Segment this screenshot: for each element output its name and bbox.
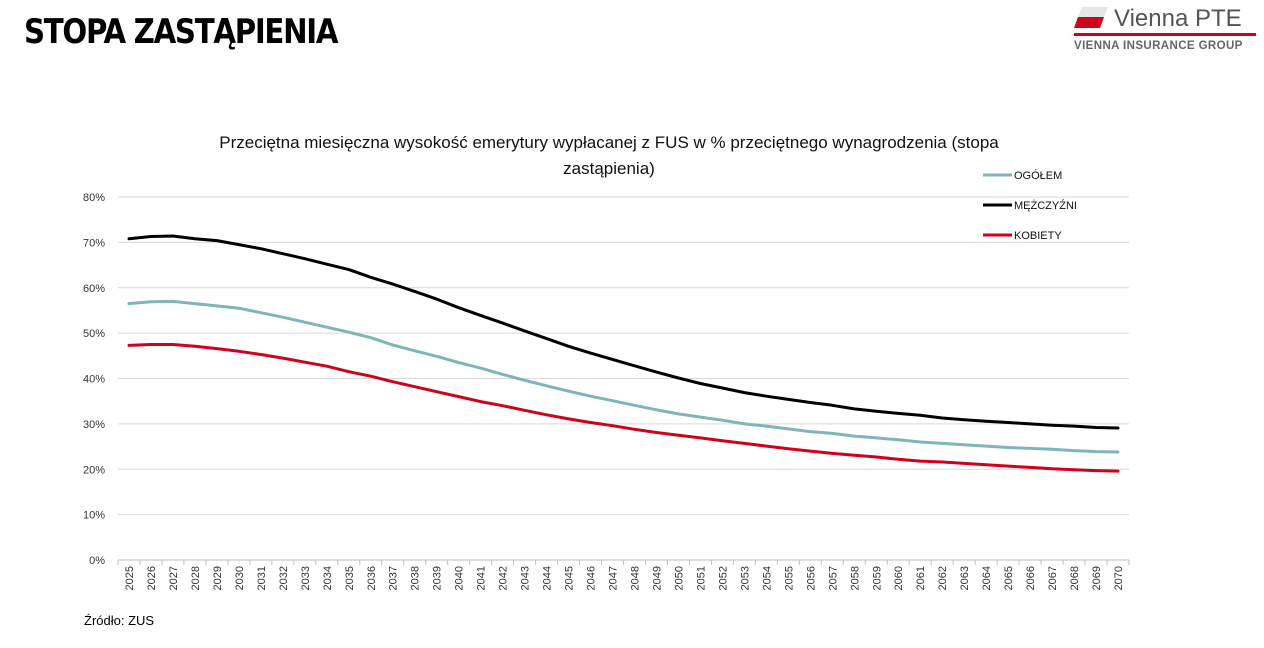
vienna-pte-logo: Vienna PTE VIENNA INSURANCE GROUP: [1074, 4, 1256, 56]
legend-label: OGÓŁEM: [1014, 169, 1062, 182]
x-tick-label: 2034: [322, 566, 334, 590]
x-tick-label: 2066: [1025, 566, 1037, 590]
logo-name: Vienna PTE: [1114, 5, 1242, 32]
x-axis: 2025 2026 2027 2028 2029 2030 2031 2032 2033 2034…: [117, 560, 1130, 590]
x-tick-label: 2068: [1069, 566, 1081, 590]
legend-label: KOBIETY: [1014, 230, 1062, 242]
chart-title-line: zastąpienia): [563, 159, 655, 178]
x-tick-label: 2048: [629, 566, 641, 590]
x-tick-label: 2055: [783, 566, 795, 590]
page-title: STOPA ZASTĄPIENIA: [24, 12, 339, 52]
y-tick-label: 20%: [83, 464, 105, 476]
x-tick-label: 2037: [388, 566, 400, 590]
x-tick-label: 2056: [805, 566, 817, 590]
x-tick-label: 2052: [717, 566, 729, 590]
x-tick-label: 2043: [520, 566, 532, 590]
y-tick-label: 40%: [83, 374, 105, 386]
series-lines: [127, 234, 1120, 473]
x-tick-label: 2032: [278, 566, 290, 590]
y-tick-label: 60%: [83, 283, 105, 295]
y-tick-label: 0%: [89, 555, 105, 567]
x-tick-label: 2064: [981, 566, 993, 590]
y-tick-label: 10%: [83, 510, 105, 522]
x-tick-label: 2038: [410, 566, 422, 590]
x-tick-label: 2039: [432, 566, 444, 590]
x-tick-label: 2054: [761, 566, 773, 590]
x-tick-label: 2062: [937, 566, 949, 590]
x-tick-label: 2041: [476, 566, 488, 590]
x-tick-label: 2057: [827, 566, 839, 590]
x-tick-label: 2047: [608, 566, 620, 590]
flag-icon: [1074, 7, 1108, 28]
logo-divider: [1074, 33, 1256, 36]
x-tick-label: 2058: [849, 566, 861, 590]
x-tick-label: 2036: [366, 566, 378, 590]
logo-group-name: VIENNA INSURANCE GROUP: [1074, 40, 1243, 52]
x-tick-label: 2061: [915, 566, 927, 590]
gridlines: [118, 196, 1129, 561]
x-tick-label: 2035: [344, 566, 356, 590]
y-tick-label: 70%: [83, 237, 105, 249]
series-line-mężczyźni: [127, 234, 1120, 430]
x-tick-label: 2030: [234, 566, 246, 590]
series-line-ogółem: [127, 299, 1120, 454]
x-tick-label: 2040: [454, 566, 466, 590]
x-tick-label: 2050: [673, 566, 685, 590]
y-tick-label: 80%: [83, 192, 105, 204]
x-tick-label: 2051: [695, 566, 707, 590]
x-tick-label: 2045: [564, 566, 576, 590]
x-tick-label: 2027: [168, 566, 180, 590]
x-tick-label: 2070: [1113, 566, 1125, 590]
x-tick-label: 2063: [959, 566, 971, 590]
x-tick-label: 2053: [739, 566, 751, 590]
x-tick-label: 2060: [893, 566, 905, 590]
chart-title: Przeciętna miesięczna wysokość emerytury…: [219, 133, 999, 178]
x-tick-label: 2029: [212, 566, 224, 590]
x-tick-label: 2044: [542, 566, 554, 590]
x-tick-label: 2028: [190, 566, 202, 590]
y-tick-label: 50%: [83, 328, 105, 340]
y-tick-label: 30%: [83, 419, 105, 431]
series-line-kobiety: [127, 343, 1120, 473]
x-tick-label: 2031: [256, 566, 268, 590]
x-tick-label: 2046: [586, 566, 598, 590]
y-axis: 0% 10% 20% 30% 40% 50% 60% 70% 80%: [83, 192, 105, 567]
x-tick-label: 2025: [124, 566, 136, 590]
x-tick-label: 2069: [1091, 566, 1103, 590]
x-tick-label: 2026: [146, 566, 158, 590]
x-tick-label: 2049: [651, 566, 663, 590]
x-tick-label: 2065: [1003, 566, 1015, 590]
source-note: Źródło: ZUS: [84, 613, 155, 628]
x-tick-label: 2067: [1047, 566, 1059, 590]
legend-label: MĘŻCZYŹNI: [1014, 199, 1077, 212]
chart-title-line: Przeciętna miesięczna wysokość emerytury…: [219, 133, 999, 152]
x-tick-label: 2033: [300, 566, 312, 590]
x-tick-label: 2059: [871, 566, 883, 590]
legend: OGÓŁEM MĘŻCZYŹNI KOBIETY: [983, 169, 1077, 242]
x-tick-label: 2042: [498, 566, 510, 590]
